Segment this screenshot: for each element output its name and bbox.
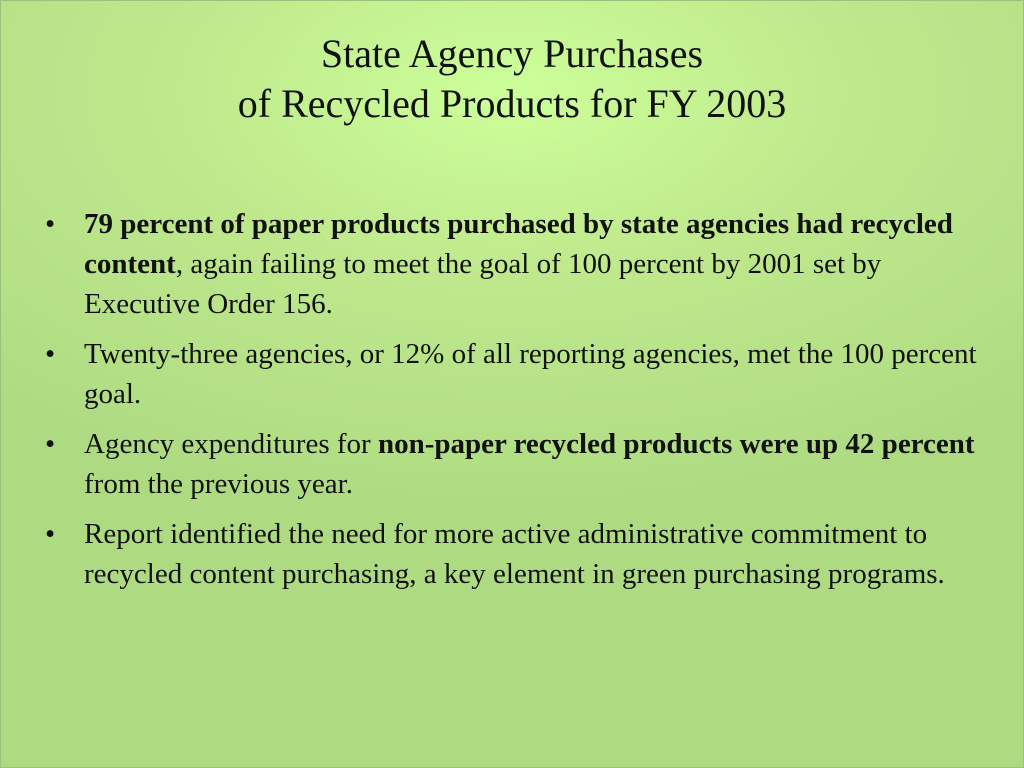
bullet-text: Agency expenditures for [84, 428, 378, 460]
bullet-dot-icon: • [45, 338, 56, 370]
title-line-1: State Agency Purchases [320, 31, 704, 76]
bullet-text: , again failing to meet the goal of 100 … [84, 248, 882, 320]
bullet-dot-icon: • [45, 428, 56, 460]
bullet-item-paper-products: • 79 percent of paper products purchased… [41, 204, 991, 324]
bullet-bold-text: non-paper recycled products were up 42 p… [377, 428, 975, 460]
bullet-bold-text: 79 percent of paper products purchased b… [84, 208, 953, 280]
bullet-item-agencies-met-goal: • Twenty-three agencies, or 12% of all r… [41, 334, 991, 414]
bullet-text: Twenty-three agencies, or 12% of all rep… [84, 338, 977, 410]
bullet-list: • 79 percent of paper products purchased… [41, 204, 991, 604]
bullet-item-report-need: • Report identified the need for more ac… [41, 514, 991, 594]
bullet-text: from the previous year. [84, 468, 353, 500]
slide-title: State Agency Purchases of Recycled Produ… [1, 29, 1023, 129]
bullet-dot-icon: • [45, 518, 56, 550]
bullet-item-non-paper-expenditures: • Agency expenditures for non-paper recy… [41, 424, 991, 504]
title-line-2: of Recycled Products for FY 2003 [237, 81, 787, 126]
bullet-text: Report identified the need for more acti… [84, 518, 945, 590]
bullet-dot-icon: • [45, 208, 56, 240]
